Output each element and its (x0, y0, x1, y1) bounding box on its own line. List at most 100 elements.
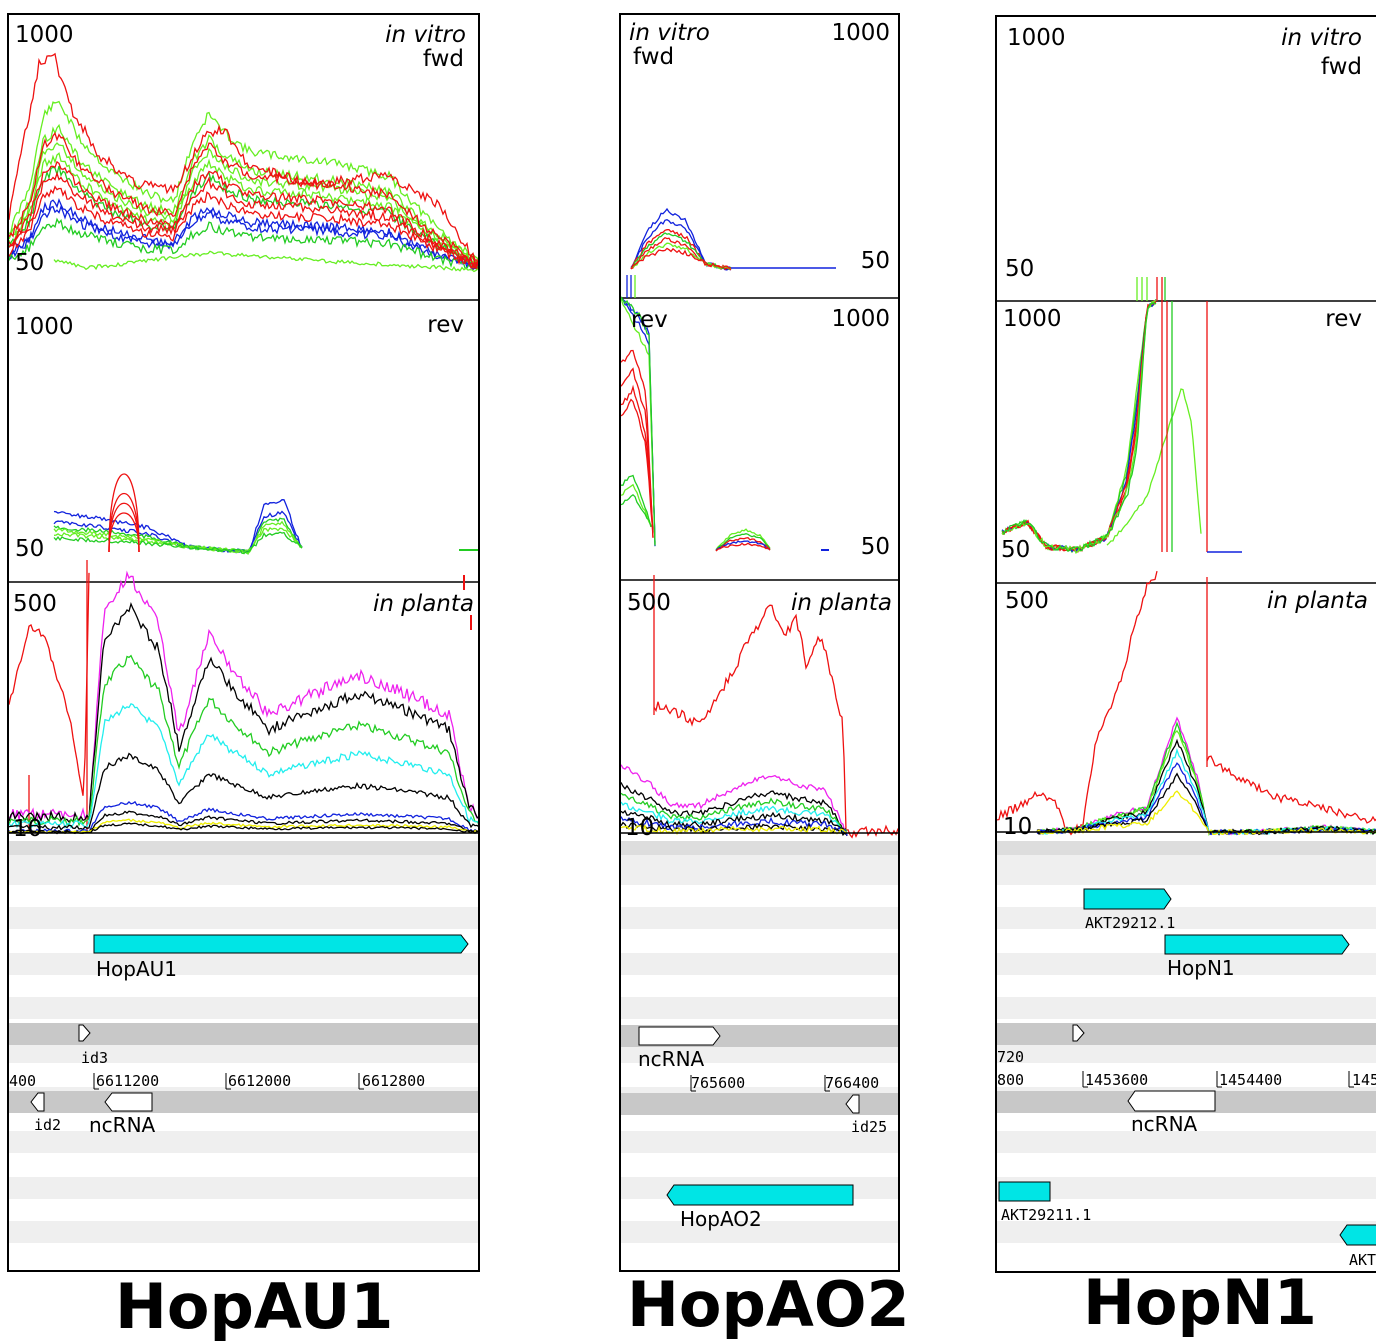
planta-bottom-tick: 10 (625, 815, 655, 841)
panel-title-hopn1: HopN1 (1083, 1266, 1317, 1339)
rev-coverage-line (621, 296, 656, 546)
fwd-coverage-line (630, 229, 732, 271)
planta-coverage-line (1206, 755, 1376, 824)
gene-label-id2: id2 (34, 1116, 62, 1134)
track-band (997, 855, 1376, 885)
rev-coverage-line (108, 512, 140, 553)
gene-label-id3: id3 (81, 1049, 109, 1067)
fwd-coverage-line (9, 52, 478, 266)
gene-hopao2 (666, 1184, 854, 1206)
rev-coverage-line (621, 349, 654, 538)
ruler-tick-0: 400 (9, 1072, 37, 1090)
planta-coverage-line (621, 764, 848, 836)
track-band (997, 997, 1376, 1019)
gene-hopn1 (1164, 934, 1350, 955)
gene-akt29211 (998, 1181, 1051, 1202)
gene-label-id25: id25 (851, 1118, 888, 1136)
rev-coverage-line (715, 542, 771, 552)
fwd-coverage-line (630, 247, 732, 270)
rev-coverage-line (108, 473, 140, 553)
planta-coverage-line (1036, 790, 1376, 836)
fwd-coverage-line (9, 131, 478, 265)
fwd-strand-label: fwd (633, 44, 675, 70)
fwd-bottom-tick: 50 (15, 250, 45, 276)
track-separator (621, 841, 898, 855)
rev-bottom-tick: 50 (15, 536, 45, 562)
fwd-coverage-line (9, 100, 478, 261)
gene-label-720: 720 (997, 1048, 1025, 1066)
gene-id2 (30, 1092, 45, 1112)
coverage-plot-hopao2 (621, 207, 898, 1243)
ruler-tick-2: 6612000 (228, 1072, 292, 1090)
track-band (621, 953, 898, 975)
rev-coverage-line (715, 540, 771, 551)
gene-label-ncrna: ncRNA (89, 1113, 156, 1137)
track-band (621, 1131, 898, 1153)
rev-coverage-line (53, 526, 303, 555)
panel-title-hopau1: HopAU1 (115, 1270, 394, 1343)
fwd-coverage-line (630, 242, 732, 270)
track-separator (9, 841, 478, 855)
track-band (997, 953, 1376, 975)
rev-coverage-line (1106, 388, 1202, 546)
track-band (9, 1177, 478, 1199)
planta-coverage-line (9, 654, 478, 827)
rev-coverage-line (621, 384, 654, 538)
gene-label-akt29211: AKT29211.1 (1001, 1206, 1092, 1224)
rev-coverage-line (715, 528, 771, 550)
gene-id25 (845, 1094, 860, 1114)
gene-akt (1339, 1224, 1376, 1246)
rev-coverage-line (53, 520, 303, 555)
planta-coverage-line (621, 801, 848, 835)
fwd-strand-label: fwd (1320, 54, 1362, 80)
fwd-bottom-tick: 50 (860, 248, 890, 274)
coverage-plot-hopau1 (9, 52, 478, 1243)
fwd-condition-label: in vitro (629, 20, 710, 46)
gene-akt29212 (1083, 888, 1172, 910)
gene-id3 (78, 1024, 91, 1042)
fwd-condition-label: in vitro (385, 22, 466, 48)
track-band (9, 907, 478, 929)
rev-coverage-line (715, 537, 771, 552)
planta-coverage-line (621, 824, 848, 836)
track-band (997, 1041, 1376, 1063)
panel-title-hopao2: HopAO2 (627, 1268, 910, 1341)
planta-coverage-line (9, 602, 478, 824)
rev-top-tick: 1000 (1003, 306, 1062, 332)
rev-bottom-tick: 50 (860, 534, 890, 560)
fwd-coverage-line (9, 204, 478, 270)
ruler-tick-3: 145 (1352, 1071, 1376, 1089)
planta-condition-label: in planta (372, 591, 474, 617)
fwd-coverage-line (9, 123, 478, 266)
track-band (997, 1221, 1376, 1243)
rev-coverage-line (621, 298, 656, 547)
gene-label-akt29212: AKT29212.1 (1085, 914, 1176, 932)
rev-coverage-line (715, 533, 771, 552)
fwd-coverage-line (53, 250, 478, 273)
rev-coverage-line (53, 517, 303, 555)
coverage-plot-hopn1 (997, 277, 1376, 1246)
planta-coverage-line (997, 570, 1158, 836)
ruler-tick-2: 1454400 (1219, 1071, 1283, 1089)
track-band (621, 907, 898, 929)
planta-coverage-line (9, 752, 478, 831)
panel-hopao2: in vitro fwd 1000 50 rev 1000 50 500 in … (619, 13, 900, 1272)
fwd-top-tick: 1000 (831, 20, 890, 46)
planta-condition-label: in planta (1266, 588, 1368, 614)
planta-bottom-tick: 10 (13, 816, 43, 842)
fwd-coverage-line (9, 185, 478, 270)
rev-top-tick: 1000 (831, 306, 890, 332)
panel-hopn1: 1000 in vitro fwd 50 1000 rev 50 500 in … (995, 15, 1376, 1273)
ruler-tick-1: 6611200 (96, 1072, 160, 1090)
track-band (997, 1177, 1376, 1199)
ruler-tick-1: 766400 (825, 1074, 880, 1092)
gene-label-ncrna: ncRNA (1131, 1112, 1198, 1136)
rev-coverage-line (53, 510, 303, 554)
rev-coverage-line (621, 483, 652, 526)
fwd-coverage-line (9, 197, 478, 271)
planta-coverage-line (621, 809, 848, 836)
rev-coverage-line (621, 367, 654, 534)
rev-top-tick: 1000 (15, 314, 74, 340)
track-band (621, 855, 898, 885)
fwd-coverage-line (9, 171, 478, 271)
